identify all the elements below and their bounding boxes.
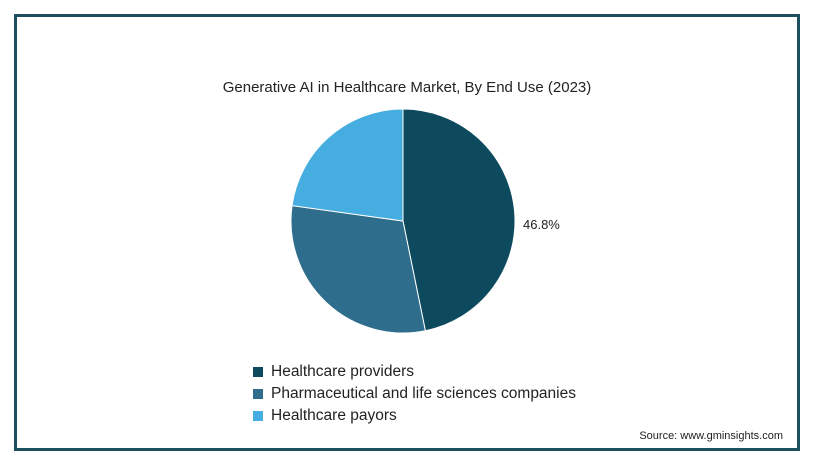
chart-title: Generative AI in Healthcare Market, By E… [222,79,592,96]
pie-slice-healthcare-payors [291,108,404,222]
pie-slice-healthcare-providers [402,108,516,332]
legend-item-healthcare-payors: Healthcare payors [253,405,576,427]
legend-swatch [253,367,263,377]
legend-swatch [253,411,263,421]
legend-item-healthcare-providers: Healthcare providers [253,361,576,383]
pie-slice-pharmaceutical-and-life-sciences-companies [290,205,426,334]
legend-item-pharmaceutical: Pharmaceutical and life sciences compani… [253,383,576,405]
pie-chart [290,108,516,334]
source-note: Source: www.gminsights.com [639,430,783,442]
chart-frame: Generative AI in Healthcare Market, By E… [14,14,800,451]
legend: Healthcare providers Pharmaceutical and … [253,361,576,427]
legend-label: Pharmaceutical and life sciences compani… [271,385,576,402]
legend-label: Healthcare providers [271,363,415,380]
legend-swatch [253,389,263,399]
legend-label: Healthcare payors [271,407,397,424]
data-label-healthcare-providers: 46.8% [523,217,560,232]
